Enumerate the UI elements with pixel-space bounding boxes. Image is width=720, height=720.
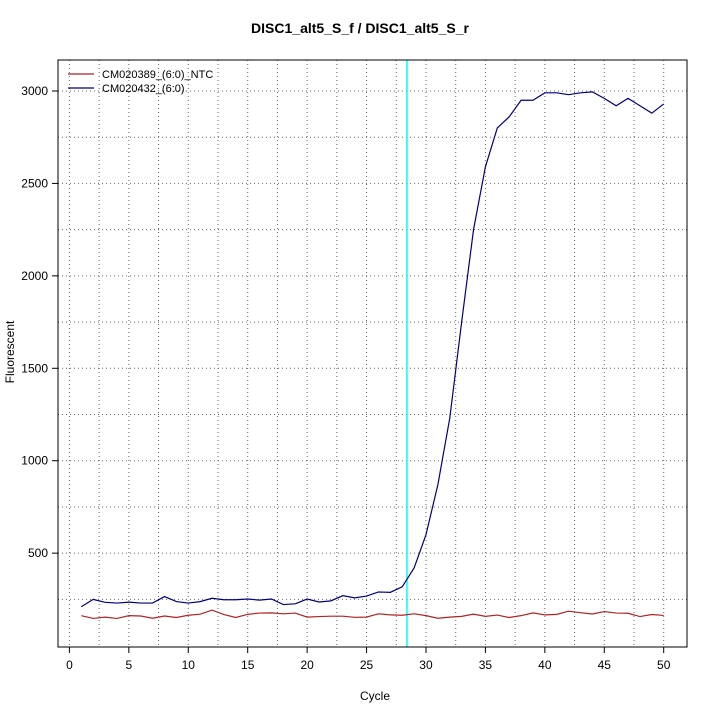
y-tick-label: 2500 bbox=[21, 176, 48, 190]
x-tick-label: 35 bbox=[479, 658, 493, 672]
plot-frame bbox=[57, 59, 688, 648]
y-tick-label: 2000 bbox=[21, 269, 48, 283]
series-line-1 bbox=[81, 609, 664, 620]
x-tick-label: 20 bbox=[300, 658, 314, 672]
series-line-2 bbox=[80, 91, 665, 608]
series-layer bbox=[80, 91, 665, 620]
x-axis: 0 5 10 15 20 25 30 35 40 45 50 bbox=[66, 647, 671, 672]
legend: CM020389_(6:0)_NTC CM020432_(6:0) bbox=[68, 69, 213, 95]
y-tick-label: 3000 bbox=[21, 84, 48, 98]
x-axis-label: Cycle bbox=[359, 689, 390, 703]
x-tick-label: 5 bbox=[125, 658, 132, 672]
y-tick-label: 1000 bbox=[21, 454, 48, 468]
y-tick-label: 500 bbox=[28, 546, 48, 560]
x-tick-label: 30 bbox=[419, 658, 433, 672]
x-tick-label: 40 bbox=[538, 658, 552, 672]
x-tick-label: 45 bbox=[598, 658, 612, 672]
chart-title: DISC1_alt5_S_f / DISC1_alt5_S_r bbox=[251, 20, 469, 36]
y-tick-label: 1500 bbox=[21, 361, 48, 375]
grid-lines bbox=[58, 60, 687, 647]
y-axis-label: Fluorescent bbox=[3, 320, 17, 384]
legend-label-2: CM020432_(6:0) bbox=[102, 83, 185, 95]
x-tick-label: 25 bbox=[360, 658, 374, 672]
x-tick-label: 10 bbox=[182, 658, 196, 672]
y-axis: 500 1000 1500 2000 2500 3000 bbox=[21, 84, 58, 560]
legend-label-1: CM020389_(6:0)_NTC bbox=[102, 69, 213, 81]
x-tick-label: 50 bbox=[657, 658, 671, 672]
x-tick-label: 0 bbox=[66, 658, 73, 672]
x-tick-label: 15 bbox=[241, 658, 255, 672]
